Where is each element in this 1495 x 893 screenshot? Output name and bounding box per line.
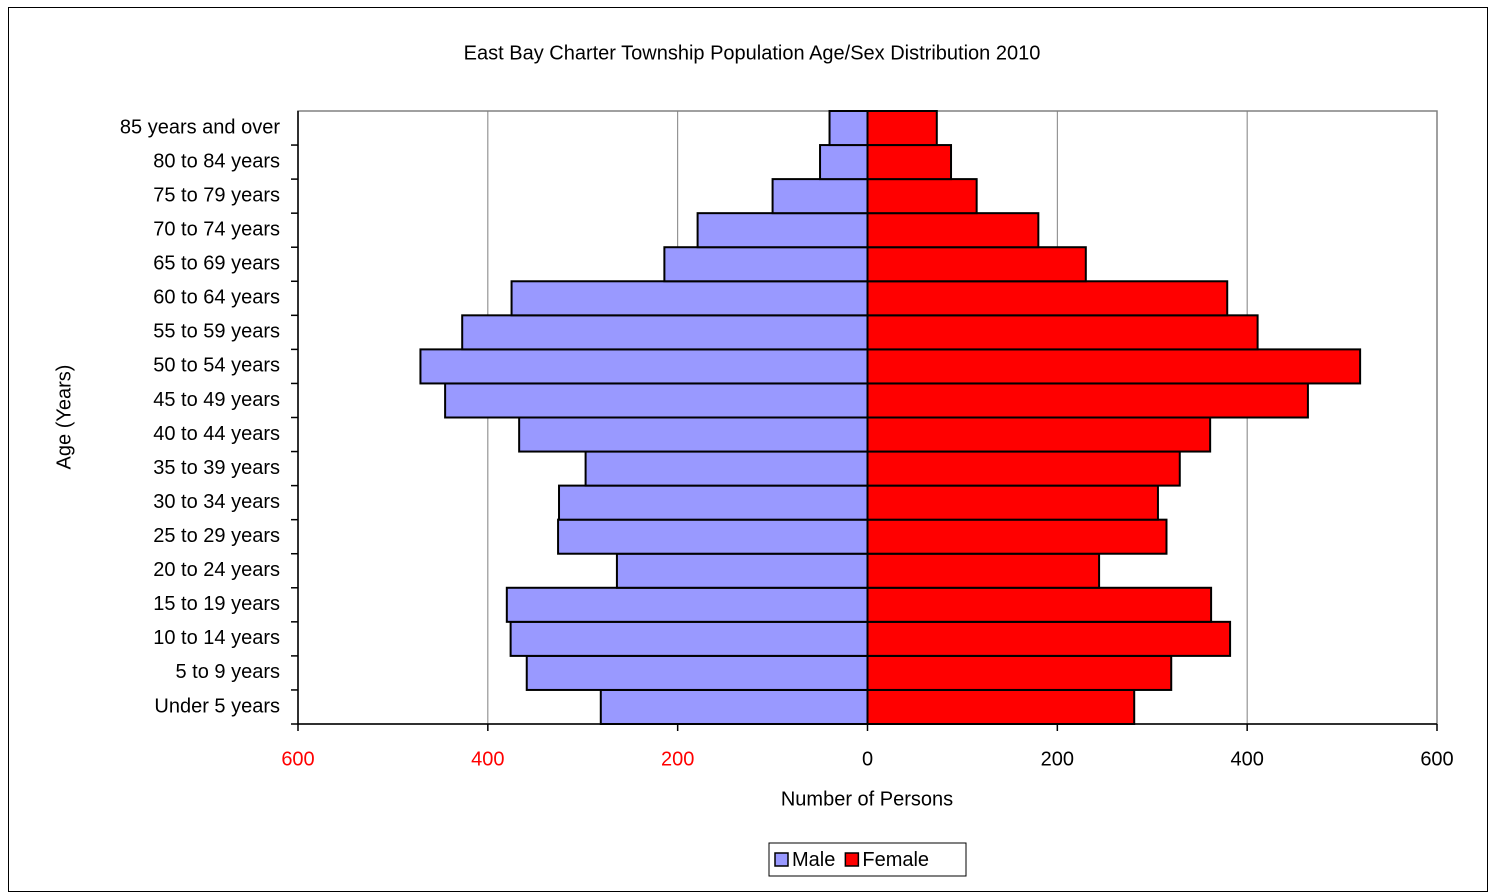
y-tick-label: 50 to 54 years — [153, 355, 280, 377]
bar — [771, 178, 869, 215]
y-tick-label: Under 5 years — [154, 695, 280, 717]
bar — [866, 552, 1101, 589]
y-tick-label: 65 to 69 years — [153, 253, 280, 275]
bar — [866, 586, 1213, 623]
y-tick-label: 15 to 19 years — [153, 593, 280, 615]
y-tick-label: 80 to 84 years — [153, 150, 280, 172]
y-tick-label: 10 to 14 years — [153, 627, 280, 649]
bar — [419, 348, 869, 385]
legend-swatch — [774, 852, 789, 867]
bar — [866, 688, 1136, 726]
bar — [866, 144, 953, 181]
y-tick-label: 35 to 39 years — [153, 457, 280, 479]
bar — [558, 484, 869, 521]
bar — [444, 382, 869, 419]
y-axis-title: Age (Years) — [53, 365, 75, 470]
bar — [509, 620, 869, 657]
bar — [866, 178, 978, 215]
bar — [696, 212, 869, 249]
bar — [584, 450, 869, 487]
x-tick-label: 400 — [1230, 748, 1263, 770]
x-tick-label: 400 — [471, 748, 504, 770]
y-tick-label: 75 to 79 years — [153, 184, 280, 206]
x-tick-label: 200 — [661, 748, 694, 770]
bar — [599, 688, 869, 726]
bar — [510, 280, 869, 317]
bar — [866, 450, 1181, 487]
y-tick-label: 60 to 64 years — [153, 287, 280, 309]
legend — [768, 842, 967, 877]
y-tick-label: 70 to 74 years — [153, 218, 280, 240]
y-tick-label: 25 to 29 years — [153, 525, 280, 547]
bar — [615, 552, 869, 589]
chart-title: East Bay Charter Township Population Age… — [464, 42, 1041, 64]
bar — [866, 654, 1173, 691]
bar — [866, 348, 1362, 385]
bar — [866, 416, 1212, 453]
bar — [828, 110, 869, 147]
bar — [505, 586, 869, 623]
bar — [461, 314, 869, 351]
y-tick-label: 55 to 59 years — [153, 321, 280, 343]
bar — [819, 144, 869, 181]
y-tick-label: 20 to 24 years — [153, 559, 280, 581]
bar — [866, 382, 1309, 419]
bar — [866, 484, 1159, 521]
legend-label: Male — [792, 849, 835, 871]
y-tick-label: 45 to 49 years — [153, 389, 280, 411]
x-tick-label: 200 — [1041, 748, 1074, 770]
bar — [663, 246, 869, 283]
x-tick-label: 0 — [862, 748, 873, 770]
bar — [866, 212, 1040, 249]
bar — [866, 110, 938, 147]
bar — [866, 246, 1087, 283]
y-tick-label: 30 to 34 years — [153, 491, 280, 513]
x-tick-label: 600 — [281, 748, 314, 770]
legend-swatch — [844, 852, 860, 867]
bar — [557, 518, 869, 555]
y-tick-label: 85 years and over — [120, 116, 280, 138]
bar — [866, 280, 1229, 317]
bar — [518, 416, 869, 453]
y-tick-label: 40 to 44 years — [153, 423, 280, 445]
bar — [525, 654, 869, 691]
y-tick-label: 5 to 9 years — [175, 661, 280, 683]
x-axis-title: Number of Persons — [781, 788, 953, 810]
bar — [866, 620, 1232, 657]
bar — [866, 314, 1259, 351]
x-tick-label: 600 — [1420, 748, 1453, 770]
legend-label: Female — [862, 849, 929, 871]
bar — [866, 518, 1168, 555]
